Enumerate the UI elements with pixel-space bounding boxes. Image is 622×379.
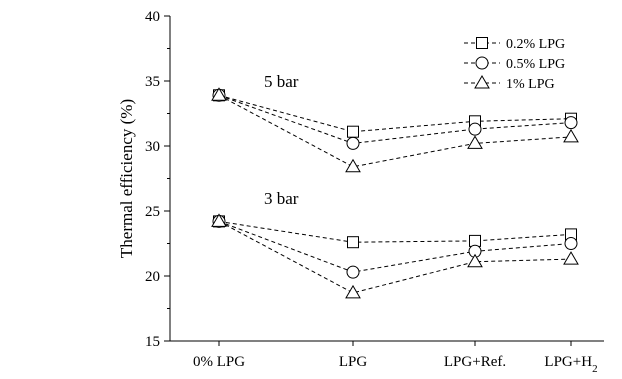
group-label: 5 bar <box>264 72 299 91</box>
data-point-square <box>347 236 359 249</box>
legend-marker-circle <box>475 56 489 70</box>
data-point-square <box>347 125 359 138</box>
series-line <box>218 220 572 294</box>
x-tick-label: LPG <box>339 354 368 370</box>
legend-marker-triangle <box>474 75 490 89</box>
y-tick-label: 40 <box>145 9 160 25</box>
series-line <box>218 220 572 273</box>
series-line <box>218 220 572 243</box>
data-point-circle <box>564 237 578 250</box>
data-point-triangle <box>345 158 361 173</box>
x-tick-label: 0% LPG <box>193 354 245 370</box>
y-tick-label: 20 <box>145 269 160 285</box>
data-point-triangle <box>467 253 483 268</box>
x-tick-subscript: 2 <box>592 363 598 374</box>
series-line <box>218 94 572 133</box>
series-line <box>218 94 572 144</box>
y-tick-label: 30 <box>145 139 160 155</box>
data-point-triangle <box>211 87 227 101</box>
data-point-circle <box>468 122 482 136</box>
series-line <box>218 94 572 168</box>
y-tick-label: 25 <box>145 204 160 220</box>
legend-label: 0.2% LPG <box>506 37 565 52</box>
y-tick-label: 35 <box>145 74 160 90</box>
data-point-triangle <box>467 135 483 149</box>
x-tick-label: LPG+H2 <box>544 354 597 374</box>
legend-marker-square <box>476 37 488 49</box>
data-point-circle <box>564 116 578 130</box>
y-axis-label: Thermal efficiency (%) <box>117 99 136 258</box>
data-point-triangle <box>211 213 227 227</box>
group-label: 3 bar <box>264 189 299 208</box>
y-tick-label: 15 <box>145 334 160 350</box>
data-point-circle <box>346 136 360 150</box>
data-point-square <box>469 234 481 247</box>
legend-label: 1% LPG <box>506 77 555 92</box>
legend-label: 0.5% LPG <box>506 57 565 72</box>
x-tick-label: LPG+Ref. <box>444 354 506 370</box>
data-point-triangle <box>345 284 361 299</box>
data-point-triangle <box>563 251 579 265</box>
data-point-circle <box>346 265 360 279</box>
data-point-triangle <box>563 128 579 143</box>
